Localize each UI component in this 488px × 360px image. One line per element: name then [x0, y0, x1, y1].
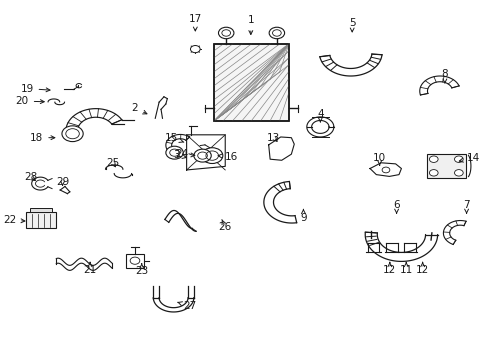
Text: 14: 14 [458, 153, 479, 163]
Bar [214, 44, 288, 121]
Circle shape [428, 156, 437, 162]
Text: 15: 15 [165, 133, 183, 143]
Text: 23: 23 [135, 264, 148, 276]
Text: 22: 22 [3, 215, 25, 225]
Text: 19: 19 [20, 84, 50, 94]
Bar [426, 154, 465, 178]
Circle shape [165, 146, 183, 159]
Text: 6: 6 [392, 200, 399, 213]
Text: 12: 12 [415, 262, 428, 275]
Circle shape [268, 27, 284, 39]
Text: 9: 9 [300, 210, 306, 222]
Text: 28: 28 [24, 172, 37, 182]
Text: 12: 12 [383, 262, 396, 275]
Text: 8: 8 [441, 69, 447, 83]
Text: 7: 7 [462, 200, 469, 213]
Text: 24: 24 [174, 149, 194, 159]
Bar [214, 44, 288, 121]
Text: 26: 26 [218, 220, 231, 232]
Text: 27: 27 [177, 301, 196, 311]
Circle shape [453, 156, 462, 162]
Circle shape [453, 170, 462, 176]
Circle shape [62, 126, 83, 141]
Text: 17: 17 [188, 14, 202, 31]
Circle shape [218, 27, 233, 39]
Text: 13: 13 [266, 133, 280, 143]
Text: 4: 4 [316, 109, 323, 122]
Bar [26, 212, 56, 228]
Text: 2: 2 [131, 103, 146, 114]
Text: 21: 21 [83, 262, 97, 275]
Circle shape [428, 170, 437, 176]
Text: 25: 25 [106, 158, 119, 168]
Text: 16: 16 [218, 152, 238, 162]
Circle shape [190, 45, 200, 53]
Text: 11: 11 [399, 262, 412, 275]
Text: 5: 5 [348, 18, 355, 32]
Text: 20: 20 [16, 96, 44, 106]
Text: 29: 29 [56, 177, 69, 187]
Text: 3: 3 [172, 150, 186, 160]
Text: 10: 10 [372, 153, 386, 166]
Text: 1: 1 [247, 15, 254, 35]
Text: 18: 18 [30, 133, 55, 143]
Bar [126, 253, 143, 268]
Bar [30, 208, 52, 212]
Circle shape [193, 149, 211, 162]
Circle shape [201, 148, 223, 163]
